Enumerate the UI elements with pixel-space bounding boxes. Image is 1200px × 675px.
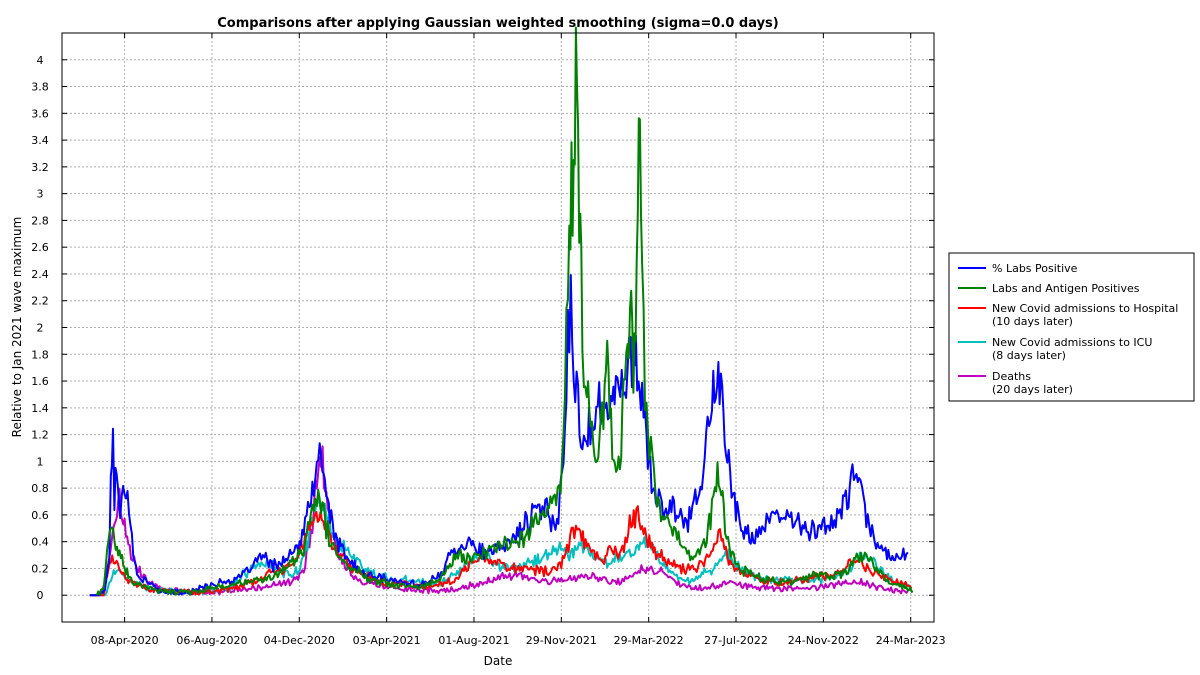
y-tick-label: 3.4 <box>31 134 49 147</box>
y-tick-label: 3.2 <box>31 161 49 174</box>
x-tick-label: 27-Jul-2022 <box>704 634 768 647</box>
x-tick-label: 29-Nov-2021 <box>526 634 597 647</box>
x-tick-label: 24-Nov-2022 <box>788 634 859 647</box>
y-tick-label: 0.4 <box>31 536 49 549</box>
y-tick-label: 3 <box>37 188 44 201</box>
legend-label: % Labs Positive <box>992 262 1078 275</box>
y-tick-label: 1.2 <box>31 429 49 442</box>
x-tick-label: 29-Mar-2022 <box>614 634 684 647</box>
legend-label: New Covid admissions to Hospital (10 days… <box>992 302 1178 328</box>
chart-title: Comparisons after applying Gaussian weig… <box>217 16 779 31</box>
y-tick-label: 1.8 <box>31 348 49 361</box>
x-tick-label: 01-Aug-2021 <box>438 634 509 647</box>
series-line-0 <box>89 274 909 597</box>
legend-label: Deaths (20 days later) <box>992 370 1073 396</box>
axis-ticks: 0 0.2 0.4 0.6 0.8 1 1.2 1.4 1.6 1.8 2 2.2 2.4 2.6 2.8 3… <box>31 33 946 647</box>
legend-label: Labs and Antigen Positives <box>992 282 1140 295</box>
y-tick-label: 4 <box>37 54 44 67</box>
y-tick-label: 2.8 <box>31 214 49 227</box>
y-tick-label: 0.6 <box>31 509 49 522</box>
legend-label: New Covid admissions to ICU (8 days later… <box>992 336 1152 362</box>
y-tick-label: 2.4 <box>31 268 49 281</box>
y-tick-label: 0 <box>37 589 44 602</box>
y-tick-label: 3.8 <box>31 81 49 94</box>
y-tick-label: 0.8 <box>31 482 49 495</box>
x-tick-label: 06-Aug-2020 <box>176 634 247 647</box>
y-tick-label: 0.2 <box>31 562 49 575</box>
x-tick-label: 24-Mar-2023 <box>876 634 946 647</box>
x-tick-label: 03-Apr-2021 <box>353 634 421 647</box>
plot-lines <box>89 26 914 597</box>
y-axis-label: Relative to Jan 2021 wave maximum <box>10 217 24 438</box>
y-tick-label: 2.2 <box>31 295 49 308</box>
x-tick-label: 08-Apr-2020 <box>91 634 159 647</box>
y-tick-label: 1 <box>37 455 44 468</box>
grid <box>62 33 934 622</box>
series-line-4 <box>89 445 909 597</box>
plot-frame <box>61 32 935 623</box>
legend: % Labs Positive Labs and Antigen Positive… <box>948 252 1195 402</box>
y-tick-label: 3.6 <box>31 107 49 120</box>
x-tick-label: 04-Dec-2020 <box>264 634 335 647</box>
y-tick-label: 1.4 <box>31 402 49 415</box>
y-tick-label: 2.6 <box>31 241 49 254</box>
legend-box <box>948 252 1195 402</box>
x-axis-label: Date <box>484 654 513 668</box>
series-line-1 <box>95 26 914 596</box>
y-tick-label: 1.6 <box>31 375 49 388</box>
y-tick-label: 2 <box>37 322 44 335</box>
